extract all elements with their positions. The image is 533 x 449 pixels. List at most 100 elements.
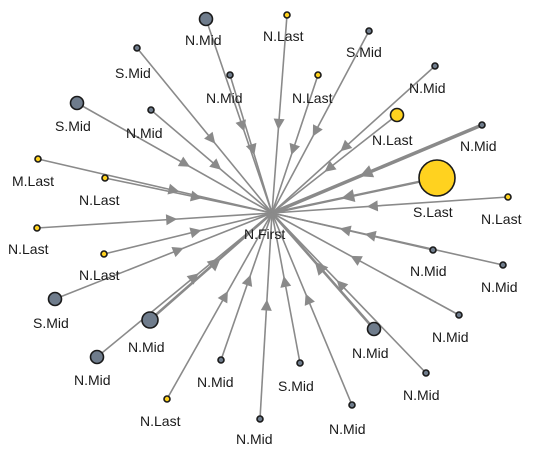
arrowhead-n23 — [314, 261, 329, 276]
arrowhead-n26 — [336, 280, 349, 292]
arrowhead-n09 — [209, 158, 222, 170]
node-n29[interactable] — [256, 415, 264, 423]
node-label-n30: N.Last — [140, 413, 181, 429]
arrowhead-n25 — [241, 274, 253, 287]
node-label-n20: S.Mid — [33, 315, 69, 331]
arrowhead-n07 — [340, 139, 353, 152]
node-label-n27: S.Mid — [278, 378, 314, 394]
edge-n07 — [271, 65, 436, 214]
node-n27[interactable] — [296, 359, 304, 367]
edge-n16 — [36, 212, 273, 229]
node-n21[interactable] — [141, 311, 159, 329]
node-n20[interactable] — [47, 291, 63, 307]
arrowhead-n06 — [289, 142, 301, 156]
edge-n10 — [271, 114, 398, 214]
node-n13[interactable] — [101, 174, 109, 182]
edge-n15 — [271, 196, 509, 214]
node-n03[interactable] — [365, 27, 373, 35]
edge-n25 — [220, 212, 273, 361]
node-label-n17: N.Last — [79, 267, 120, 283]
node-n10[interactable] — [389, 107, 405, 123]
edge-n30 — [166, 212, 273, 400]
node-n18[interactable] — [429, 246, 437, 254]
edge-n29 — [259, 212, 273, 420]
edge-n08 — [136, 47, 273, 214]
arrowhead-n17 — [189, 227, 202, 239]
edge-n14 — [271, 176, 438, 215]
arrowhead-n15 — [366, 200, 379, 212]
node-label-n11: N.Mid — [460, 138, 497, 154]
node-n14[interactable] — [418, 159, 456, 197]
edge-n02 — [271, 14, 288, 214]
node-n12[interactable] — [34, 155, 42, 163]
edge-n04 — [76, 102, 273, 214]
edge-n22 — [271, 212, 460, 316]
node-n28[interactable] — [348, 401, 356, 409]
node-n07[interactable] — [431, 62, 439, 70]
node-label-n01: N.Mid — [185, 32, 222, 48]
node-n26[interactable] — [422, 369, 430, 377]
node-n30[interactable] — [163, 395, 171, 403]
node-label-n03: S.Mid — [346, 44, 382, 60]
node-label-n12: M.Last — [12, 173, 54, 189]
node-label-n14: S.Last — [413, 204, 453, 220]
edge-n11 — [271, 123, 483, 215]
node-n19[interactable] — [499, 261, 507, 269]
node-label-n29: N.Mid — [236, 431, 273, 447]
node-n01[interactable] — [198, 11, 214, 27]
graph-nodes — [33, 11, 512, 423]
node-label-n13: N.Last — [79, 192, 120, 208]
edge-n24 — [96, 212, 273, 358]
arrowhead-n19 — [364, 230, 377, 242]
node-label-n16: N.Last — [8, 241, 49, 257]
arrowhead-n20 — [171, 246, 184, 258]
node-label-n26: N.Mid — [403, 387, 440, 403]
node-label-n21: N.Mid — [128, 339, 165, 355]
node-label-n25: N.Mid — [197, 374, 234, 390]
arrowhead-n10 — [324, 160, 337, 172]
node-label-n04: S.Mid — [55, 118, 91, 134]
node-label-n09: N.Mid — [126, 125, 163, 141]
node-n24[interactable] — [89, 349, 105, 365]
edge-n19 — [271, 212, 504, 266]
node-label-n19: N.Mid — [481, 279, 518, 295]
node-n25[interactable] — [217, 356, 225, 364]
center-node-label: N.First — [244, 226, 285, 242]
edge-n05 — [229, 74, 273, 214]
node-label-n06: N.Last — [292, 90, 333, 106]
node-label-n07: N.Mid — [409, 80, 446, 96]
arrowhead-n16 — [165, 214, 178, 226]
arrowhead-n22 — [350, 255, 363, 266]
node-n06[interactable] — [314, 71, 322, 79]
node-n08[interactable] — [133, 44, 141, 52]
edge-n28 — [271, 212, 353, 406]
node-label-n05: N.Mid — [206, 90, 243, 106]
node-n23[interactable] — [366, 321, 382, 337]
node-label-n15: N.Last — [481, 211, 522, 227]
arrowhead-n03 — [312, 124, 323, 137]
node-label-n02: N.Last — [263, 28, 304, 44]
node-n02[interactable] — [283, 11, 291, 19]
edge-n09 — [150, 109, 273, 214]
edge-n01 — [205, 18, 273, 214]
node-n04[interactable] — [69, 95, 85, 111]
node-label-n28: N.Mid — [329, 421, 366, 437]
node-label-n23: N.Mid — [352, 345, 389, 361]
node-n17[interactable] — [100, 250, 108, 258]
node-label-n22: N.Mid — [432, 329, 469, 345]
arrowhead-n29 — [260, 299, 272, 311]
node-n11[interactable] — [478, 121, 486, 129]
arrowhead-n21 — [206, 257, 221, 272]
edge-n20 — [54, 212, 273, 300]
node-n15[interactable] — [504, 193, 512, 201]
node-n22[interactable] — [455, 311, 463, 319]
node-n09[interactable] — [147, 106, 155, 114]
arrowhead-n27 — [280, 276, 292, 288]
node-n16[interactable] — [33, 224, 41, 232]
node-label-n08: S.Mid — [115, 65, 151, 81]
arrowhead-n24 — [186, 273, 199, 285]
node-n05[interactable] — [226, 71, 234, 79]
node-label-n10: N.Last — [372, 132, 413, 148]
graph-edges — [36, 14, 509, 420]
